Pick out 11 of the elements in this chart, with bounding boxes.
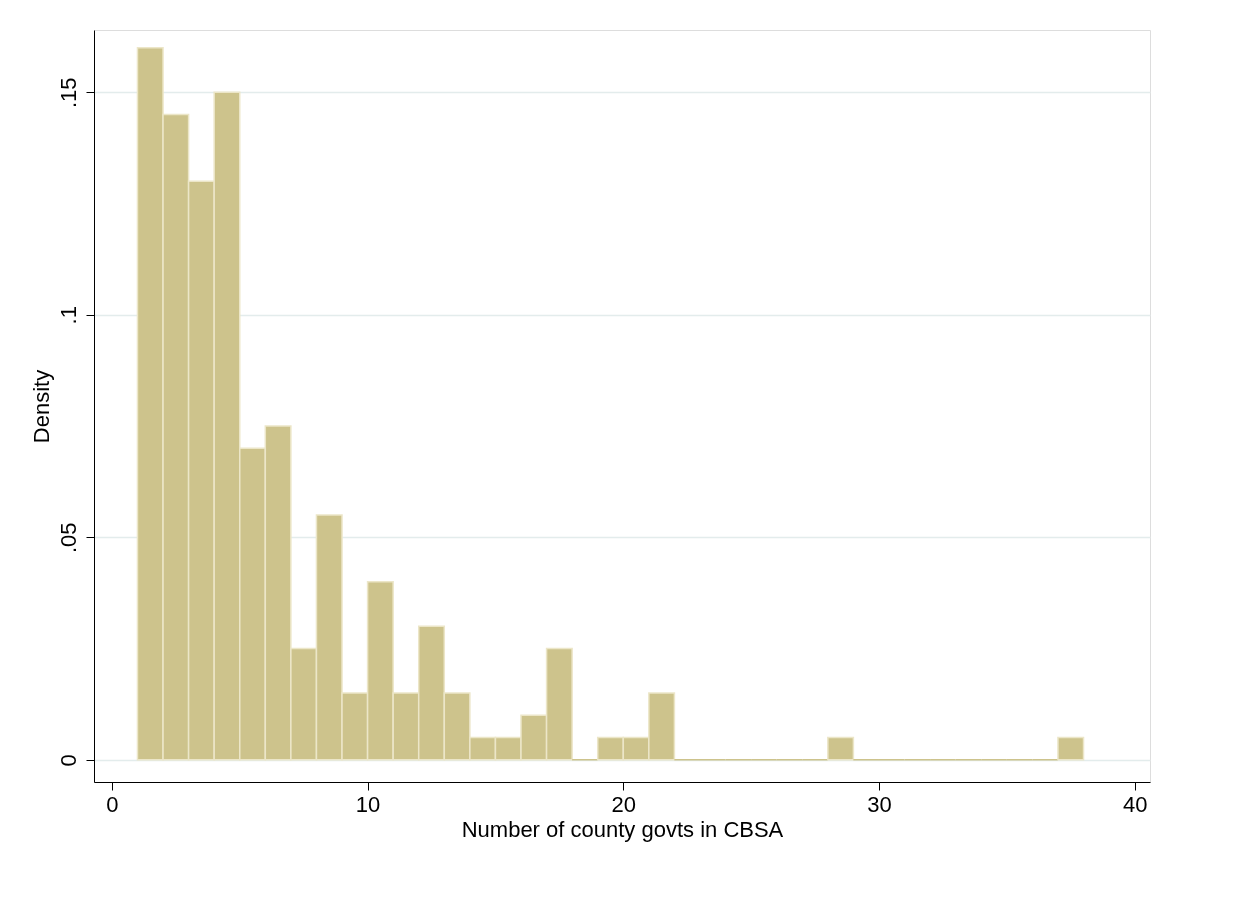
x-tick-label: 30 [867,791,892,817]
y-tick-label: .1 [55,306,81,325]
y-tick-label: .15 [55,77,81,109]
x-tick-label: 0 [106,791,119,817]
y-tick-label: .05 [55,522,81,554]
x-tick-label: 20 [611,791,637,817]
x-axis-title: Number of county govts in CBSA [461,816,784,842]
y-axis-title: Density [28,369,54,444]
x-tick-label: 40 [1122,791,1148,817]
y-tick-label: 0 [55,754,81,767]
x-tick-label: 10 [355,791,381,817]
